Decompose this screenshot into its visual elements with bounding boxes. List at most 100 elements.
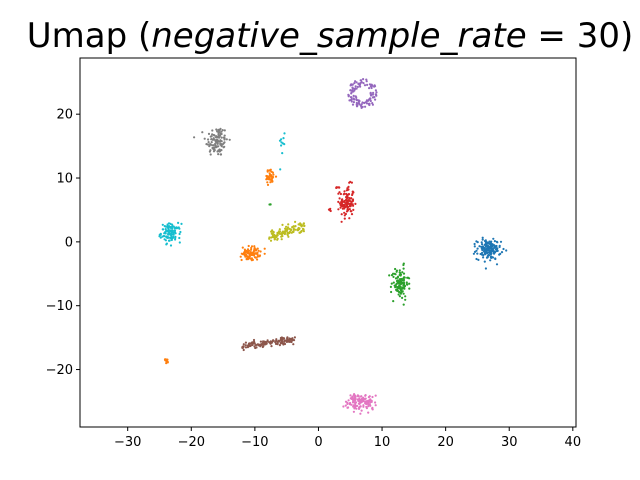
scatter-point [161,223,164,226]
scatter-point [242,348,245,352]
scatter-point [269,181,272,184]
scatter-point [473,245,476,248]
scatter-point [253,245,256,248]
scatter-point [372,96,375,99]
scatter-point [353,98,356,101]
scatter-point [489,250,492,253]
scatter-point [354,202,357,205]
scatter-point [358,406,361,409]
scatter-point [283,132,286,135]
scatter-point [493,240,496,243]
scatter-point [375,93,378,96]
scatter-point [201,131,204,134]
scatter-point [485,250,488,253]
scatter-point [488,242,491,245]
scatter-point [220,132,223,136]
scatter-point [365,407,368,410]
scatter-point [361,101,364,104]
scatter-point [366,83,369,86]
scatter-point [356,85,359,88]
scatter-point [292,228,295,231]
scatter-point [250,248,253,251]
scatter-point [266,169,269,172]
scatter-point [240,252,243,255]
scatter-point [223,134,226,137]
scatter-point [366,402,369,405]
scatter-point [343,206,346,209]
y-tick-label: 10 [56,172,73,187]
scatter-cluster [278,132,286,171]
scatter-point [244,250,247,253]
scatter-point [281,142,284,145]
scatter-point [282,337,285,340]
scatter-point [374,401,377,404]
scatter-point [272,235,275,239]
scatter-point [402,262,405,265]
scatter-point [348,217,351,220]
scatter-point [341,207,344,210]
scatter-point [209,149,212,152]
scatter-point [400,291,403,294]
scatter-point [476,252,479,255]
scatter-cluster [335,186,341,189]
scatter-cluster [347,78,378,109]
scatter-point [365,102,369,105]
scatter-point [272,339,275,342]
scatter-point [287,223,290,226]
scatter-point [206,143,209,146]
y-axis: −20 −10 0 10 20 [46,108,80,378]
scatter-point [368,83,371,86]
scatter-point [257,249,260,252]
scatter-point [402,279,405,282]
scatter-point [240,258,243,262]
scatter-point [362,82,365,85]
scatter-point [356,104,359,107]
scatter-point [398,269,401,272]
scatter-point [167,232,170,235]
scatter-point [207,138,210,141]
scatter-point [362,404,365,407]
scatter-point [210,135,213,138]
scatter-point [342,405,345,408]
scatter-point [254,252,257,255]
scatter-point [258,254,262,257]
scatter-point [402,303,405,306]
scatter-point [279,336,282,340]
scatter-point [401,296,404,299]
scatter-point [371,103,374,106]
scatter-point [370,93,373,96]
scatter-point [353,87,357,91]
scatter-point [395,269,398,272]
scatter-point [291,230,294,233]
scatter-point [259,340,262,343]
scatter-point [482,254,485,257]
scatter-point [221,129,224,132]
scatter-point [369,99,372,103]
scatter-point [354,401,357,404]
scatter-point [348,181,351,184]
scatter-point [172,225,175,228]
scatter-point [163,231,166,234]
scatter-point [369,97,372,100]
scatter-point [374,98,377,101]
scatter-point [494,257,497,260]
scatter-point [288,227,291,230]
scatter-point [472,252,475,255]
scatter-point [483,250,486,253]
scatter-point [367,411,370,414]
scatter-point [249,344,252,347]
scatter-point [214,142,217,146]
scatter-point [483,260,486,263]
scatter-point [348,208,351,211]
scatter-point [360,400,363,404]
scatter-point [351,86,354,89]
scatter-point [375,91,378,94]
scatter-point [344,400,348,403]
scatter-point [362,400,365,403]
scatter-point [220,140,223,143]
scatter-point [351,199,355,202]
scatter-point [287,235,290,238]
scatter-cluster [265,168,278,186]
scatter-point [354,85,357,88]
scatter-point [486,245,489,248]
